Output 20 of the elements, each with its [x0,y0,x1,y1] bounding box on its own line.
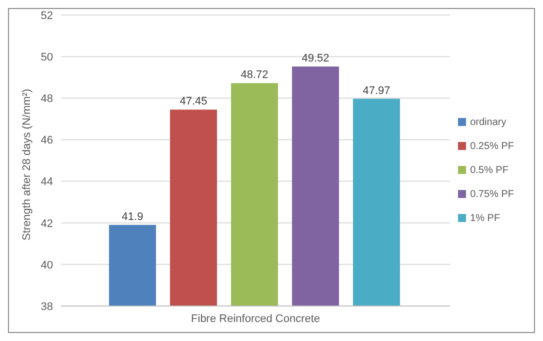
legend-label: 0.5% PF [470,164,508,176]
data-label: 47.97 [362,84,390,97]
y-tick-label: 44 [40,176,53,188]
y-axis-title: Strength after 28 days (N/mm²) [20,88,33,240]
y-tick-label: 48 [40,93,53,106]
y-tick-label: 46 [40,134,53,147]
y-tick-label: 42 [40,218,53,230]
data-label: 49.52 [302,52,330,65]
legend-label: ordinary [470,116,506,128]
y-tick-label: 38 [40,300,53,313]
legend-label: 0.25% PF [470,140,514,152]
data-label: 41.9 [122,210,144,223]
y-tick-label: 40 [40,259,53,272]
x-tick-label: Fibre Reinforced Concrete [191,312,320,325]
legend-label: 1% PF [470,212,500,224]
data-label: 47.45 [180,96,208,108]
legend-label: 0.75% PF [470,188,514,200]
y-tick-label: 50 [40,51,53,64]
data-label: 48.72 [240,69,268,82]
y-tick-label: 52 [40,10,53,22]
